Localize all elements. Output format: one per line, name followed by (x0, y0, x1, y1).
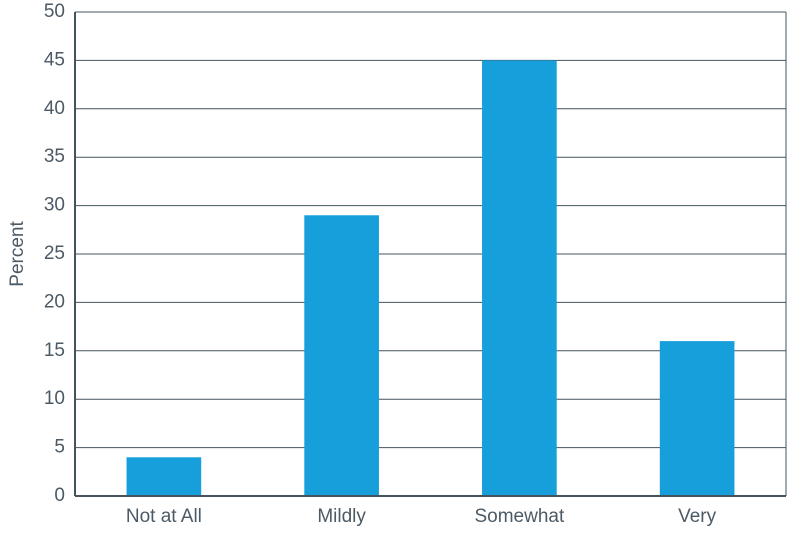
chart-svg: 0 5 10 15 20 25 30 35 40 45 50 Not at All Mildly Some… (0, 0, 800, 538)
y-tick-label: 45 (44, 49, 65, 70)
y-tick-label: 5 (54, 437, 65, 458)
y-tick-label: 15 (44, 340, 65, 361)
bar (482, 60, 557, 496)
y-tick-label: 35 (44, 146, 65, 167)
y-tick-label: 25 (44, 243, 65, 264)
bar (304, 215, 379, 496)
x-tick-label: Not at All (126, 506, 202, 527)
y-tick-label: 40 (44, 98, 65, 119)
x-tick-label: Very (678, 506, 717, 527)
y-tick-label: 0 (54, 485, 65, 506)
y-axis-label: Percent (7, 221, 28, 287)
y-tick-label: 10 (44, 388, 65, 409)
bar-chart: 0 5 10 15 20 25 30 35 40 45 50 Not at All Mildly Some… (0, 0, 800, 538)
x-tick-label: Mildly (317, 506, 366, 527)
y-tick-label: 20 (44, 291, 65, 312)
x-tick-label: Somewhat (474, 506, 564, 527)
y-tick-label: 50 (44, 1, 65, 22)
y-tick-label: 30 (44, 195, 65, 216)
bar (127, 457, 202, 496)
bar (660, 341, 735, 496)
